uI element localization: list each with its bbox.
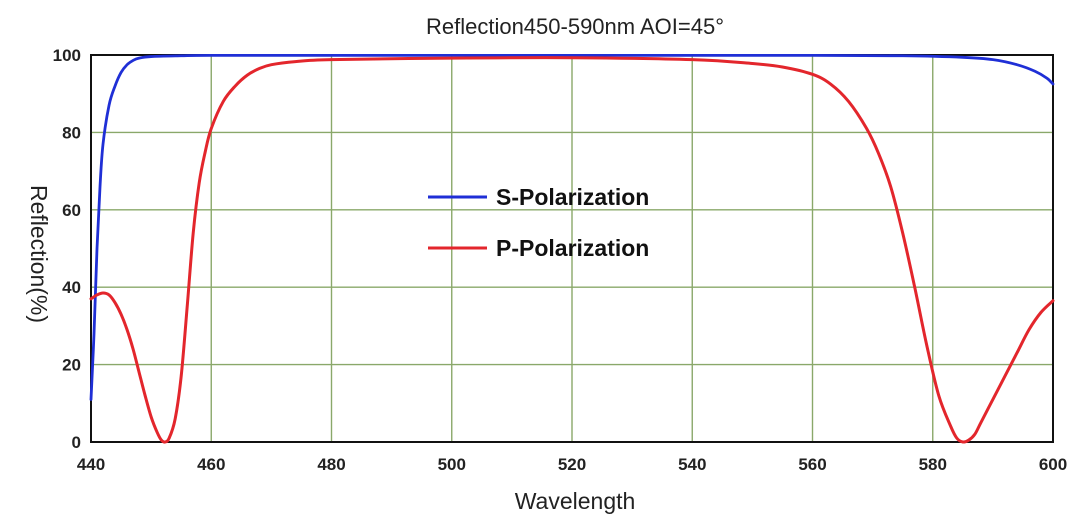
x-tick-label-540: 540 xyxy=(678,455,706,474)
series-line-p-polarization xyxy=(89,56,1055,444)
y-tick-label-80: 80 xyxy=(62,123,81,142)
y-tick-label-20: 20 xyxy=(62,356,81,375)
y-tick-label-100: 100 xyxy=(53,46,81,65)
x-tick-label-560: 560 xyxy=(798,455,826,474)
x-tick-label-600: 600 xyxy=(1039,455,1067,474)
y-tick-label-40: 40 xyxy=(62,278,81,297)
y-tick-label-60: 60 xyxy=(62,201,81,220)
x-tick-label-460: 460 xyxy=(197,455,225,474)
x-tick-label-580: 580 xyxy=(919,455,947,474)
tick-labels: 440 460 480 500 520 540 560 580 600 0 20 40 60 80 100 xyxy=(53,46,1068,474)
legend: S-Polarization P-Polarization xyxy=(428,184,649,261)
legend-s-label: S-Polarization xyxy=(496,184,649,210)
x-tick-label-440: 440 xyxy=(77,455,105,474)
x-axis-label: Wavelength xyxy=(515,488,636,514)
legend-p-label: P-Polarization xyxy=(496,235,649,261)
x-tick-label-520: 520 xyxy=(558,455,586,474)
y-axis-label: Reflection(%) xyxy=(26,185,52,323)
series-line-s-polarization xyxy=(89,53,1055,401)
series-layer xyxy=(89,53,1055,444)
x-tick-label-500: 500 xyxy=(438,455,466,474)
x-tick-label-480: 480 xyxy=(317,455,345,474)
y-tick-label-0: 0 xyxy=(72,433,81,452)
chart-title: Reflection450-590nm AOI=45° xyxy=(426,14,724,39)
